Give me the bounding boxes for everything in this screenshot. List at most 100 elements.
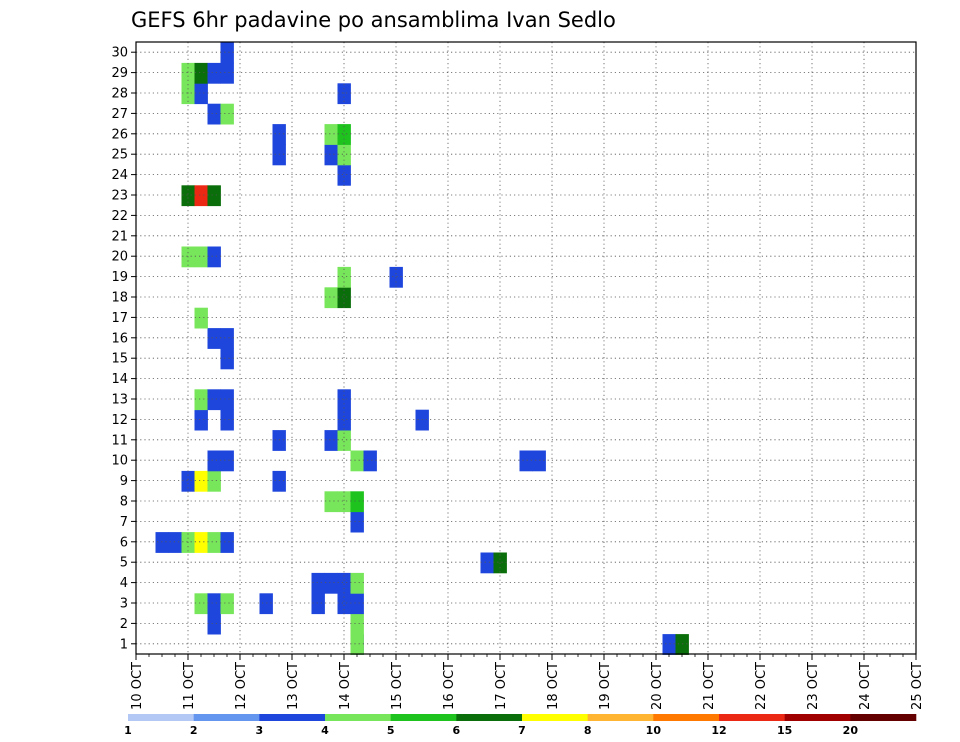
legend-label: 4 (321, 724, 329, 737)
heatmap-cell (272, 470, 286, 492)
y-tick-label: 3 (120, 597, 128, 612)
legend-label: 15 (777, 724, 792, 737)
heatmap-cell (324, 144, 338, 166)
legend-label: 20 (843, 724, 859, 737)
y-tick-label: 17 (111, 311, 128, 326)
heatmap-cell (207, 389, 221, 411)
heatmap-cell (480, 552, 494, 574)
heatmap-cell (194, 83, 208, 105)
legend-swatch (390, 714, 457, 721)
legend-swatch (456, 714, 523, 721)
heatmap-cell (194, 62, 208, 84)
heatmap-cell (220, 62, 234, 84)
axes: 1234567891011121314151617181920212223242… (111, 41, 925, 710)
x-tick-label: 17 OCT (494, 662, 509, 710)
y-tick-label: 25 (111, 148, 128, 163)
y-tick-label: 20 (111, 250, 128, 265)
x-tick-label: 13 OCT (286, 662, 301, 710)
heatmap-cell (350, 593, 364, 615)
heatmap-cell (324, 572, 338, 594)
legend-label: 2 (190, 724, 198, 737)
heatmap-cell (194, 470, 208, 492)
legend-swatch (850, 714, 917, 721)
y-tick-label: 24 (111, 168, 128, 183)
heatmap-cell (220, 409, 234, 431)
chart-title: GEFS 6hr padavine po ansamblima Ivan Sed… (131, 8, 616, 32)
heatmap-cell (324, 430, 338, 451)
heatmap-cell (181, 470, 195, 492)
x-tick-label: 14 OCT (338, 662, 353, 710)
heatmap-cell (220, 593, 234, 615)
x-tick-label: 25 OCT (910, 662, 925, 710)
heatmap-cell (207, 470, 221, 492)
heatmap-cells (155, 42, 689, 655)
y-tick-label: 2 (120, 617, 128, 632)
y-tick-label: 14 (111, 372, 128, 387)
x-tick-label: 19 OCT (598, 662, 613, 710)
heatmap-cell (207, 246, 221, 268)
heatmap-cell (311, 572, 325, 594)
y-tick-label: 30 (111, 46, 128, 61)
legend-swatch (325, 714, 391, 721)
legend-swatch (259, 714, 326, 721)
heatmap-cell (350, 572, 364, 594)
legend-label: 12 (711, 724, 726, 737)
heatmap-cell (337, 491, 351, 513)
heatmap-cell (532, 450, 546, 472)
x-tick-label: 20 OCT (650, 662, 665, 710)
legend-swatch (587, 714, 654, 721)
heatmap-cell (207, 103, 221, 125)
y-tick-label: 1 (120, 637, 128, 652)
y-tick-label: 27 (111, 107, 128, 122)
heatmap-cell (519, 450, 533, 472)
heatmap-cell (194, 185, 208, 207)
heatmap-cell (311, 593, 325, 615)
heatmap-cell (220, 532, 234, 553)
x-tick-label: 21 OCT (702, 662, 717, 710)
y-tick-label: 9 (120, 474, 128, 489)
heatmap-cell (259, 593, 273, 615)
heatmap-cell (207, 450, 221, 472)
heatmap-cell (350, 511, 364, 533)
x-tick-label: 22 OCT (754, 662, 769, 710)
heatmap-cell (207, 593, 221, 615)
y-tick-label: 21 (111, 229, 128, 244)
heatmap-cell (324, 124, 338, 145)
legend-label: 1 (124, 724, 132, 737)
x-tick-label: 24 OCT (858, 662, 873, 710)
heatmap-cell (181, 62, 195, 84)
heatmap-cell (662, 634, 676, 655)
heatmap-cell (207, 328, 221, 349)
y-tick-label: 15 (111, 352, 128, 367)
x-tick-label: 16 OCT (442, 662, 457, 710)
heatmap-cell (194, 409, 208, 431)
heatmap-cell (350, 634, 364, 655)
y-tick-label: 5 (120, 556, 128, 571)
heatmap-cell (337, 164, 351, 186)
y-tick-label: 8 (120, 495, 128, 510)
legend-label: 8 (584, 724, 592, 737)
legend-label: 6 (453, 724, 461, 737)
x-tick-label: 11 OCT (182, 662, 197, 710)
y-tick-label: 10 (111, 454, 128, 469)
heatmap-cell (207, 185, 221, 207)
legend-label: 7 (518, 724, 526, 737)
y-tick-label: 6 (120, 535, 128, 550)
heatmap-cell (363, 450, 377, 472)
y-tick-label: 19 (111, 270, 128, 285)
x-tick-label: 12 OCT (234, 662, 249, 710)
heatmap-cell (337, 83, 351, 105)
legend-label: 3 (256, 724, 264, 737)
y-tick-label: 7 (120, 515, 128, 530)
heatmap-cell (181, 185, 195, 207)
heatmap-cell (194, 532, 208, 553)
y-tick-label: 18 (111, 291, 128, 306)
heatmap-cell (415, 409, 429, 431)
heatmap-cell (220, 42, 234, 64)
heatmap-cell (337, 144, 351, 166)
legend-swatch (653, 714, 720, 721)
heatmap-cell (168, 532, 182, 553)
heatmap-cell (272, 124, 286, 145)
heatmap-cell (194, 246, 208, 268)
